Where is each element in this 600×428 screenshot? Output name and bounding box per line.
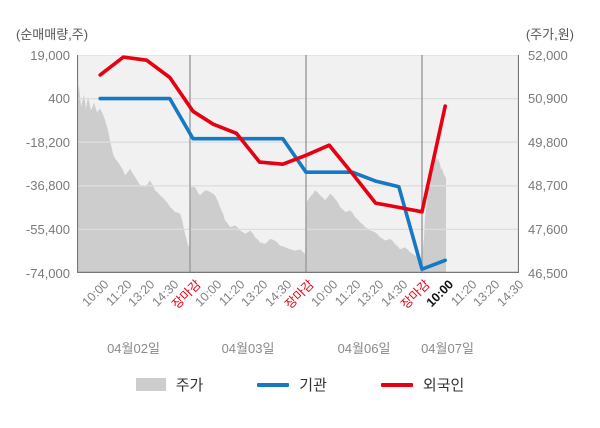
legend-label: 기관 (299, 377, 327, 394)
x-tick-time: 13:20 (238, 277, 271, 310)
institutions-line-swatch (257, 382, 290, 387)
left-tick-label: -18,200 (25, 134, 70, 150)
institutions-line-series (98, 96, 448, 271)
left-tick-label: -55,400 (25, 221, 70, 237)
left-tick-label: 19,000 (30, 47, 70, 63)
legend-label: 주가 (175, 377, 204, 394)
legend-label: 외국인 (422, 377, 465, 394)
x-axis-date-label: 04월03일 (221, 341, 275, 356)
x-tick-time: 13:20 (354, 277, 387, 310)
x-axis-date-label: 04월02일 (107, 341, 160, 356)
x-tick-time: 14:30 (493, 277, 527, 310)
plot-area (77, 55, 519, 273)
right-tick-label: 48,700 (528, 178, 568, 194)
right-tick-label: 47,600 (528, 221, 568, 237)
legend-item: 기관 (257, 374, 327, 395)
legend-item: 외국인 (380, 374, 465, 395)
chart-legend: 주가 기관 외국인 (0, 374, 600, 395)
right-tick-label: 49,800 (528, 134, 568, 150)
price-area-series (77, 85, 446, 273)
foreigners-line-series (98, 55, 448, 214)
right-tick-label: 50,900 (528, 91, 568, 107)
left-tick-label: -74,000 (25, 265, 70, 281)
x-tick-time: 13:20 (470, 277, 503, 310)
left-tick-label: 400 (48, 91, 70, 107)
x-tick-time: 13:20 (125, 277, 158, 310)
left-axis-title: (순매매량,주) (16, 27, 89, 42)
price-area-swatch (135, 378, 166, 391)
x-axis-date-label: 04월07일 (421, 341, 474, 356)
foreigners-line-swatch (380, 382, 413, 387)
x-axis-date-label: 04월06일 (337, 341, 391, 356)
legend-item: 주가 (135, 374, 204, 395)
right-tick-label: 52,000 (528, 47, 568, 63)
left-tick-label: -36,800 (25, 178, 70, 194)
right-tick-label: 46,500 (528, 265, 568, 281)
right-axis-title: (주가,원) (525, 27, 574, 42)
